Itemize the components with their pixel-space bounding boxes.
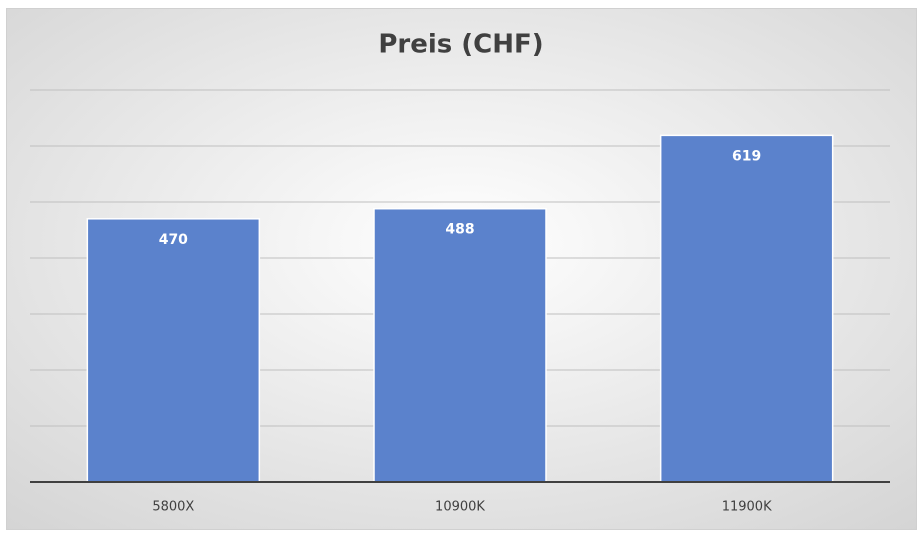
data-label: 488 [445, 222, 474, 238]
chart-title: Preis (CHF) [378, 30, 543, 60]
x-tick-label: 10900K [435, 500, 485, 515]
bar [373, 207, 547, 483]
x-tick-label: 11900K [722, 500, 772, 515]
data-label: 470 [159, 232, 188, 248]
bar [86, 218, 261, 483]
x-tick-label: 5800X [152, 500, 194, 515]
data-label: 619 [732, 148, 761, 164]
bar [659, 134, 834, 483]
